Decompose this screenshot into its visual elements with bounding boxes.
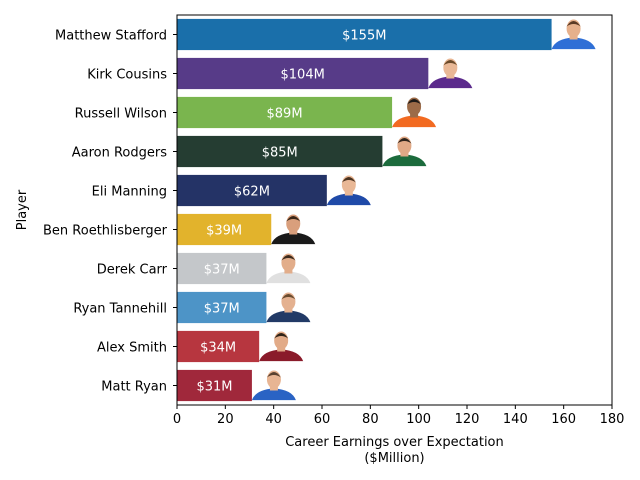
bar-value-label: $37M xyxy=(204,302,240,317)
y-tick-label: Ryan Tannehill xyxy=(73,302,167,317)
player-headshot-icon xyxy=(259,331,304,362)
x-tick-label: 120 xyxy=(455,412,480,427)
x-axis-label-unit: ($Million) xyxy=(364,451,424,466)
value-labels-layer: $155M $104M $89M $85M $62M $39M $37M $37M $34M $3… xyxy=(196,29,386,395)
y-axis-ticks: Matthew Stafford Kirk Cousins Russell Wils… xyxy=(43,29,177,395)
x-tick-label: 160 xyxy=(551,412,576,427)
plot-frame xyxy=(176,14,613,406)
bar-value-label: $62M xyxy=(234,185,270,200)
bar-9 xyxy=(177,369,252,402)
bar-7 xyxy=(177,291,267,324)
x-axis-ticks: 0 20 40 60 80 100 120 140 160 180 xyxy=(173,405,625,427)
bar-value-label: $155M xyxy=(342,29,386,44)
player-headshot-icon xyxy=(266,253,311,284)
bar-value-label: $85M xyxy=(262,146,298,161)
bar-0 xyxy=(177,18,552,51)
y-tick-label: Matthew Stafford xyxy=(55,29,167,44)
avatars-layer xyxy=(251,19,596,401)
bars-layer xyxy=(177,18,552,402)
y-tick-label: Aaron Rodgers xyxy=(72,146,167,161)
player-headshot-icon xyxy=(551,19,596,50)
bar-value-label: $34M xyxy=(200,341,236,356)
bar-value-label: $89M xyxy=(267,107,303,122)
bar-1 xyxy=(177,57,429,90)
y-tick-label: Matt Ryan xyxy=(101,380,167,395)
x-tick-label: 60 xyxy=(314,412,331,427)
player-headshot-icon xyxy=(392,97,437,128)
bar-4 xyxy=(177,174,327,207)
bar-value-label: $37M xyxy=(204,263,240,278)
x-tick-label: 80 xyxy=(362,412,379,427)
bar-value-label: $39M xyxy=(206,224,242,239)
y-axis-label: Player xyxy=(15,189,30,230)
y-tick-label: Russell Wilson xyxy=(75,107,167,122)
x-tick-label: 180 xyxy=(600,412,625,427)
x-tick-label: 40 xyxy=(265,412,282,427)
bar-3 xyxy=(177,135,383,168)
x-tick-label: 100 xyxy=(406,412,431,427)
player-headshot-icon xyxy=(326,175,371,206)
y-tick-label: Alex Smith xyxy=(97,341,167,356)
bar-8 xyxy=(177,330,260,363)
player-headshot-icon xyxy=(251,370,296,401)
bar-5 xyxy=(177,213,272,246)
bar-value-label: $104M xyxy=(281,68,325,83)
y-tick-label: Ben Roethlisberger xyxy=(43,224,168,239)
player-headshot-icon xyxy=(428,58,473,89)
player-headshot-icon xyxy=(266,292,311,323)
player-headshot-icon xyxy=(382,136,427,167)
bar-6 xyxy=(177,252,267,285)
x-tick-label: 20 xyxy=(217,412,234,427)
y-tick-label: Kirk Cousins xyxy=(87,68,167,83)
player-headshot-icon xyxy=(271,214,316,245)
x-axis-label: Career Earnings over Expectation xyxy=(285,435,504,450)
y-tick-label: Eli Manning xyxy=(92,185,167,200)
bar-2 xyxy=(177,96,393,129)
bar-value-label: $31M xyxy=(196,380,232,395)
x-tick-label: 140 xyxy=(503,412,528,427)
y-tick-label: Derek Carr xyxy=(97,263,168,278)
x-tick-label: 0 xyxy=(173,412,181,427)
